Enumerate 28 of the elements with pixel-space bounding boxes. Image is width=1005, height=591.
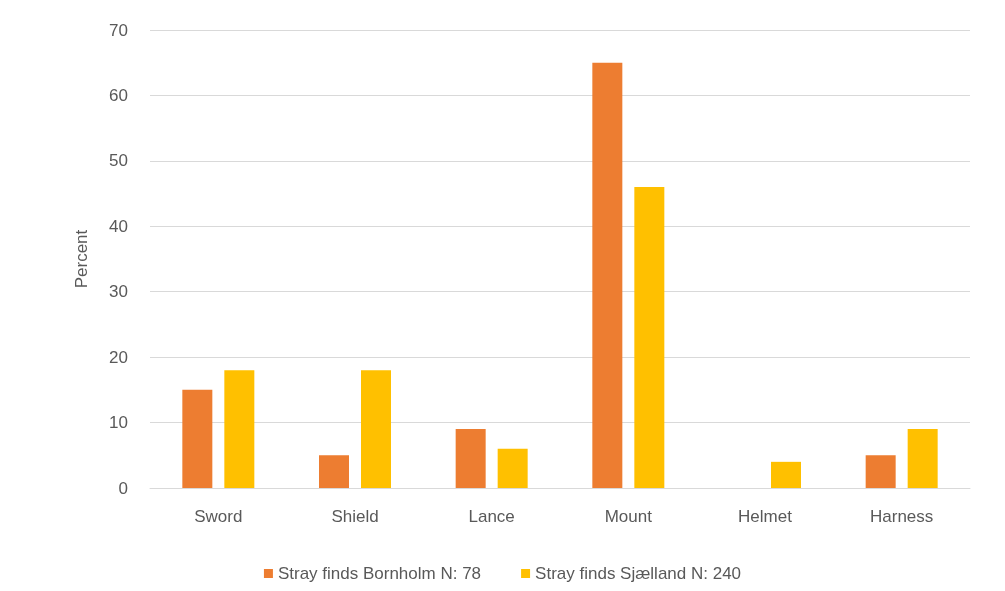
bar: [907, 429, 938, 488]
bar: [497, 448, 528, 488]
y-tick-label: 30: [109, 282, 128, 302]
bar: [634, 187, 665, 488]
x-tick-label: Mount: [604, 507, 653, 526]
y-tick-label: 0: [118, 478, 128, 498]
y-axis-title: Percent: [72, 229, 91, 289]
legend-label: Stray finds Sjælland N: 240: [535, 564, 742, 583]
y-tick-label: 70: [109, 20, 128, 40]
bar: [182, 389, 213, 488]
y-tick-label: 40: [109, 216, 128, 236]
x-tick-label: Lance: [468, 507, 515, 526]
bar: [592, 62, 623, 488]
y-tick-label: 60: [109, 85, 128, 105]
bar: [319, 455, 349, 488]
x-tick-label: Harness: [870, 507, 934, 526]
x-tick-label: Helmet: [738, 507, 793, 526]
bar: [455, 429, 486, 488]
bar: [361, 370, 391, 488]
y-tick-label: 20: [109, 347, 128, 367]
y-tick-label: 50: [109, 151, 128, 171]
bar: [865, 455, 896, 488]
bar: [771, 461, 801, 488]
legend-label: Stray finds Bornholm N: 78: [277, 564, 482, 583]
y-tick-label: 10: [109, 413, 128, 433]
x-tick-label: Shield: [331, 507, 379, 526]
x-tick-label: Sword: [194, 507, 243, 526]
bar: [224, 370, 255, 488]
